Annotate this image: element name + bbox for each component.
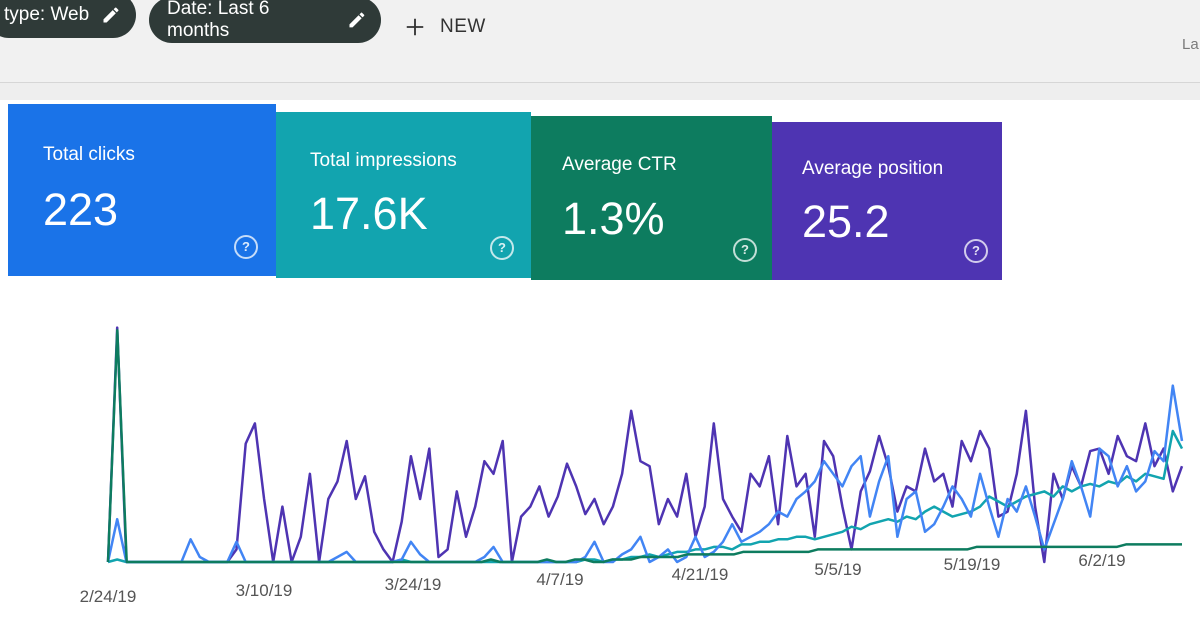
metric-card-average-position[interactable]: Average position 25.2 ?: [772, 122, 1002, 280]
truncated-header-text: La: [1182, 36, 1199, 53]
metric-card-average-ctr[interactable]: Average CTR 1.3% ?: [531, 116, 772, 280]
metric-value: 17.6K: [310, 188, 428, 239]
filter-toolbar: type: Web Date: Last 6 months NEW La: [0, 0, 1200, 83]
metric-label: Average position: [802, 158, 944, 179]
new-filter-button[interactable]: NEW: [404, 10, 486, 44]
series-line-0: [106, 326, 1184, 564]
help-icon[interactable]: ?: [964, 239, 988, 263]
help-icon[interactable]: ?: [234, 235, 258, 259]
metric-label: Total clicks: [43, 144, 135, 165]
help-icon[interactable]: ?: [490, 236, 514, 260]
filter-chip-type-label: type: Web: [4, 4, 90, 25]
new-filter-label: NEW: [440, 16, 486, 37]
filter-chip-date-label: Date: Last 6 months: [167, 0, 270, 41]
plus-icon: [406, 18, 424, 36]
x-tick-label: 4/21/19: [672, 565, 729, 584]
filter-chip-type[interactable]: type: Web: [0, 0, 136, 38]
x-tick-label: 5/19/19: [944, 555, 1001, 574]
metric-card-total-impressions[interactable]: Total impressions 17.6K ?: [276, 112, 531, 278]
metric-card-total-clicks[interactable]: Total clicks 223 ?: [8, 104, 276, 276]
pencil-icon[interactable]: [101, 5, 121, 25]
filter-chip-date[interactable]: Date: Last 6 months: [149, 0, 381, 43]
x-tick-label: 4/7/19: [536, 570, 583, 589]
series-line-3: [106, 328, 1182, 564]
metric-value: 223: [43, 184, 119, 235]
x-tick-label: 6/2/19: [1078, 551, 1125, 570]
performance-chart: 2/24/19 3/10/19 3/24/19 4/7/19 4/21/19 5/5/19…: [80, 326, 1184, 606]
chart-series-layer: [106, 326, 1184, 564]
metric-label: Total impressions: [310, 150, 457, 171]
metric-value: 25.2: [802, 196, 890, 247]
help-icon[interactable]: ?: [733, 238, 757, 262]
metric-label: Average CTR: [562, 154, 677, 175]
pencil-icon[interactable]: [347, 10, 367, 30]
metric-value: 1.3%: [562, 193, 665, 244]
x-tick-label: 5/5/19: [814, 560, 861, 579]
chart-x-axis-ticks: 2/24/19 3/10/19 3/24/19 4/7/19 4/21/19 5/5/19…: [80, 551, 1126, 606]
x-tick-label: 3/10/19: [236, 581, 293, 600]
x-tick-label: 3/24/19: [385, 575, 442, 594]
x-tick-label: 2/24/19: [80, 587, 137, 606]
